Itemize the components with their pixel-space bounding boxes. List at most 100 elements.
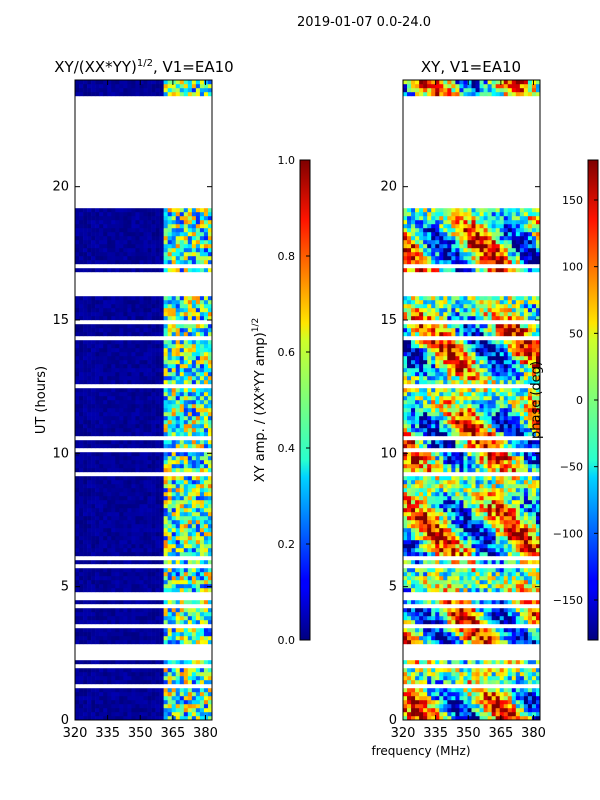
- heatmap-cell: [91, 616, 96, 621]
- heatmap-cell: [491, 572, 496, 577]
- heatmap-cell: [483, 560, 488, 565]
- heatmap-cell: [207, 536, 213, 541]
- heatmap-cell: [147, 340, 152, 345]
- heatmap-cell: [487, 708, 492, 713]
- heatmap-cell: [431, 580, 436, 585]
- heatmap-cell: [503, 528, 509, 533]
- heatmap-cell: [139, 396, 144, 401]
- heatmap-cell: [95, 244, 100, 249]
- heatmap-cell: [183, 400, 189, 405]
- heatmap-cell: [203, 268, 209, 273]
- heatmap-cell: [99, 696, 104, 701]
- heatmap-cell: [167, 460, 173, 465]
- heatmap-cell: [451, 628, 456, 633]
- heatmap-cell: [79, 392, 84, 397]
- heatmap-cell: [99, 520, 104, 525]
- heatmap-cell: [127, 692, 132, 697]
- heatmap-cell: [135, 480, 140, 485]
- heatmap-cell: [99, 712, 104, 717]
- heatmap-cell: [135, 396, 140, 401]
- heatmap-cell: [515, 704, 521, 709]
- heatmap-cell: [491, 692, 496, 697]
- heatmap-cell: [499, 640, 505, 645]
- heatmap-cell: [191, 88, 197, 93]
- heatmap-cell: [491, 672, 496, 677]
- heatmap-cell: [111, 208, 116, 213]
- heatmap-cell: [167, 476, 173, 481]
- heatmap-cell: [107, 548, 112, 553]
- heatmap-cell: [459, 628, 464, 633]
- heatmap-cell: [195, 460, 201, 465]
- heatmap-cell: [163, 372, 168, 377]
- heatmap-cell: [535, 588, 541, 593]
- heatmap-cell: [103, 616, 108, 621]
- heatmap-cell: [155, 552, 160, 557]
- heatmap-cell: [87, 80, 92, 85]
- heatmap-cell: [467, 588, 472, 593]
- heatmap-cell: [127, 412, 132, 417]
- heatmap-cell: [111, 696, 116, 701]
- heatmap-cell: [135, 432, 140, 437]
- heatmap-cell: [127, 516, 132, 521]
- heatmap-cell: [419, 560, 424, 565]
- heatmap-cell: [151, 432, 156, 437]
- heatmap-cell: [207, 408, 213, 413]
- heatmap-cell: [127, 220, 132, 225]
- heatmap-cell: [107, 244, 112, 249]
- heatmap-cell: [203, 548, 209, 553]
- heatmap-cell: [407, 628, 412, 633]
- heatmap-cell: [159, 316, 164, 321]
- heatmap-cell: [131, 668, 136, 673]
- heatmap-cell: [135, 220, 140, 225]
- heatmap-cell: [87, 392, 92, 397]
- heatmap-cell: [523, 704, 529, 709]
- heatmap-cell: [167, 312, 173, 317]
- heatmap-cell: [187, 328, 193, 333]
- heatmap-cell: [207, 516, 213, 521]
- heatmap-cell: [527, 696, 533, 701]
- heatmap-cell: [507, 704, 513, 709]
- heatmap-cell: [119, 404, 124, 409]
- heatmap-cell: [83, 708, 88, 713]
- heatmap-cell: [187, 620, 193, 625]
- heatmap-cell: [143, 544, 148, 549]
- heatmap-cell: [83, 480, 88, 485]
- heatmap-cell: [187, 388, 193, 393]
- heatmap-cell: [175, 464, 181, 469]
- heatmap-cell: [199, 372, 205, 377]
- heatmap-cell: [195, 584, 201, 589]
- heatmap-cell: [91, 532, 96, 537]
- heatmap-cell: [107, 632, 112, 637]
- heatmap-cell: [95, 524, 100, 529]
- heatmap-cell: [159, 712, 164, 717]
- heatmap-cell: [155, 468, 160, 473]
- heatmap-cell: [75, 412, 80, 417]
- heatmap-cell: [119, 252, 124, 257]
- heatmap-cell: [103, 580, 108, 585]
- heatmap-cell: [87, 616, 92, 621]
- heatmap-cell: [171, 580, 177, 585]
- heatmap-cell: [139, 576, 144, 581]
- heatmap-cell: [195, 660, 201, 665]
- heatmap-cell: [187, 572, 193, 577]
- heatmap-cell: [195, 300, 201, 305]
- heatmap-cell: [155, 572, 160, 577]
- y-tick-label: 5: [61, 580, 69, 595]
- heatmap-cell: [191, 240, 197, 245]
- heatmap-cell: [91, 304, 96, 309]
- heatmap-cell: [115, 476, 120, 481]
- heatmap-cell: [151, 616, 156, 621]
- heatmap-cell: [499, 616, 505, 621]
- heatmap-cell: [159, 312, 164, 317]
- heatmap-cell: [199, 220, 205, 225]
- heatmap-cell: [203, 496, 209, 501]
- heatmap-cell: [167, 452, 173, 457]
- heatmap-cell: [475, 540, 480, 545]
- heatmap-cell: [95, 560, 100, 565]
- flagged-row: [75, 320, 212, 325]
- heatmap-cell: [495, 616, 501, 621]
- heatmap-cell: [111, 512, 116, 517]
- heatmap-cell: [195, 296, 201, 301]
- heatmap-cell: [535, 636, 541, 641]
- heatmap-cell: [423, 708, 428, 713]
